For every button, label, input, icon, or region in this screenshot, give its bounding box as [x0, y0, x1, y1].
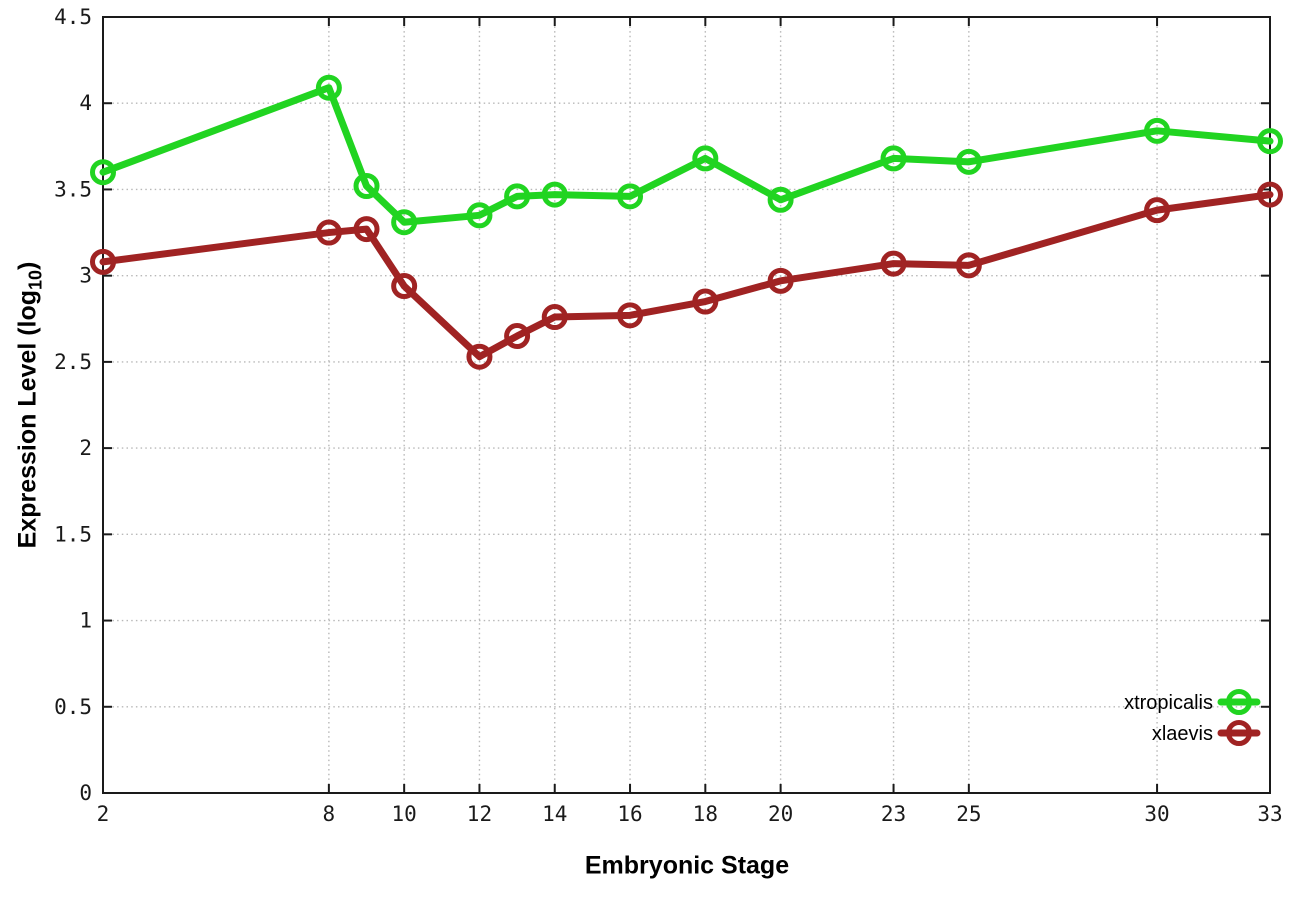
y-tick-label: 4.5	[54, 5, 92, 29]
axis-ticks: 2 8 10 12 14 16 18 20 23 25 30 33 0 0.5 1 1.5 2 2.5 3 3.5 4 4…	[54, 5, 1283, 826]
data-point-marker	[617, 183, 644, 210]
legend-label-xtropicalis: xtropicalis	[1124, 692, 1213, 714]
x-axis-title: Embryonic Stage	[584, 851, 790, 880]
y-tick-label: 2.5	[54, 350, 92, 374]
data-point-marker	[353, 216, 380, 243]
x-tick-label: 23	[881, 802, 906, 826]
y-axis-title-text: Expression Level (log	[13, 289, 42, 549]
data-point-marker	[466, 202, 493, 229]
legend: xtropicalis xlaevis	[1124, 689, 1261, 746]
data-point-marker	[767, 186, 794, 213]
data-point-marker	[391, 273, 418, 300]
y-axis-title-subscript: 10	[25, 269, 46, 290]
x-tick-label: 14	[542, 802, 567, 826]
data-point-marker	[617, 302, 644, 329]
gridlines	[103, 17, 1270, 793]
data-point-marker	[90, 248, 116, 275]
x-tick-label: 2	[97, 802, 110, 826]
y-tick-label: 0	[79, 781, 92, 805]
x-tick-label: 10	[392, 802, 417, 826]
series-xtropicalis	[90, 74, 1283, 236]
data-point-marker	[315, 219, 342, 246]
y-tick-label: 0.5	[54, 695, 92, 719]
plot-border	[102, 16, 1271, 794]
data-point-marker	[880, 145, 907, 172]
data-point-marker	[504, 323, 531, 350]
data-point-marker	[315, 74, 342, 101]
data-point-marker	[1257, 128, 1283, 155]
data-point-marker	[955, 252, 982, 279]
series-xlaevis	[90, 181, 1283, 370]
y-tick-label: 4	[79, 91, 92, 115]
data-point-marker	[692, 288, 719, 315]
x-tick-label: 18	[693, 802, 718, 826]
x-tick-label: 33	[1257, 802, 1282, 826]
series-line-xtropicalis	[99, 84, 1274, 226]
data-point-marker	[955, 148, 982, 175]
data-point-marker	[391, 209, 418, 236]
legend-sample-marker-xtropicalis	[1226, 689, 1252, 715]
x-tick-label: 12	[467, 802, 492, 826]
data-point-marker	[541, 304, 568, 331]
y-axis-title-close: )	[13, 261, 42, 270]
x-tick-label: 30	[1144, 802, 1169, 826]
y-tick-label: 1.5	[54, 522, 92, 546]
x-tick-label: 16	[617, 802, 642, 826]
data-point-marker	[767, 267, 794, 294]
y-tick-label: 2	[79, 436, 92, 460]
y-tick-label: 3.5	[54, 177, 92, 201]
legend-sample-marker-xlaevis	[1226, 720, 1252, 746]
data-point-marker	[1257, 181, 1283, 208]
data-point-marker	[353, 172, 380, 199]
data-point-marker	[1144, 117, 1171, 144]
data-point-marker	[541, 181, 568, 208]
y-tick-label: 1	[79, 609, 92, 633]
legend-label-xlaevis: xlaevis	[1152, 723, 1213, 745]
data-point-marker	[90, 159, 116, 186]
data-point-marker	[692, 145, 719, 172]
data-point-marker	[1144, 197, 1171, 224]
data-point-marker	[880, 250, 907, 277]
y-tick-label: 3	[79, 264, 92, 288]
data-point-marker	[504, 183, 531, 210]
y-axis-title: Expression Level (log10)	[14, 262, 47, 549]
data-point-marker	[466, 343, 493, 370]
x-tick-label: 20	[768, 802, 793, 826]
x-tick-label: 8	[323, 802, 336, 826]
x-tick-label: 25	[956, 802, 981, 826]
